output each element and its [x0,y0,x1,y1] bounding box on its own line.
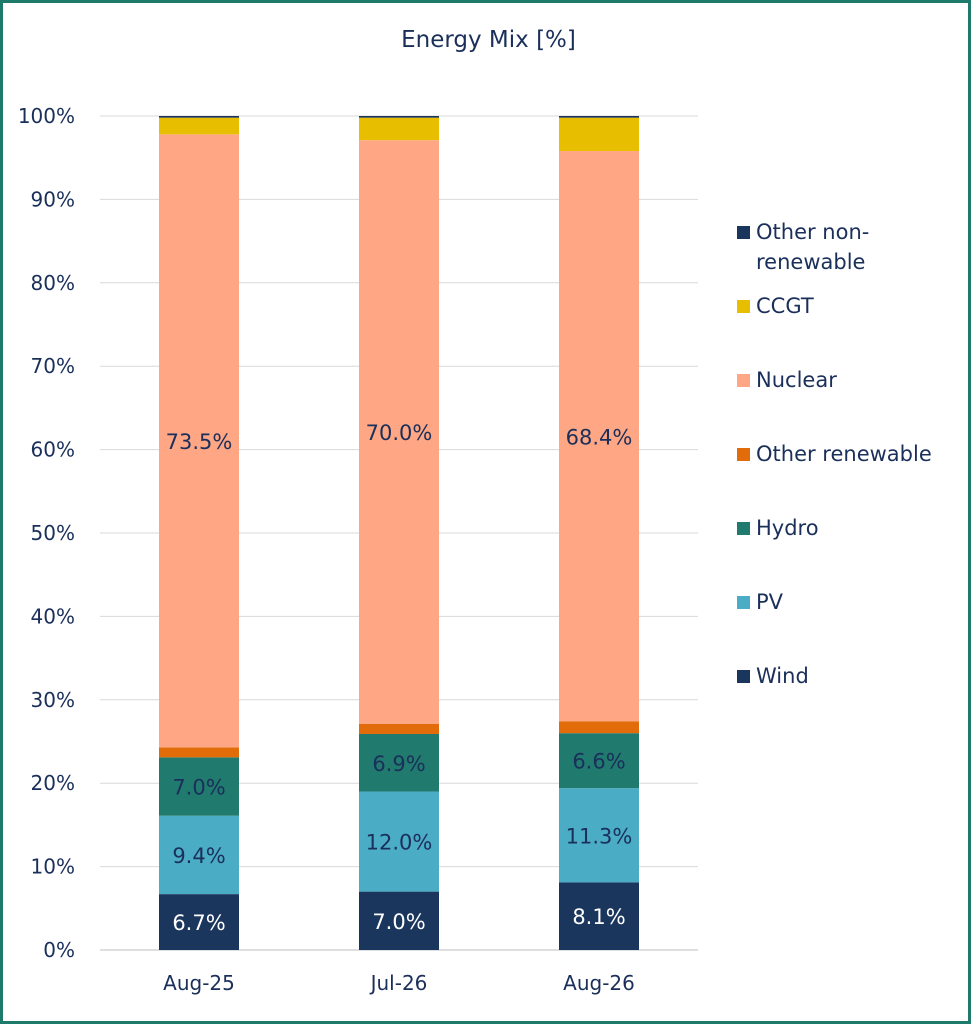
y-tick-label: 90% [31,187,75,211]
legend-item: Nuclear [737,365,956,395]
legend-label: PV [756,590,784,614]
y-tick-label: 80% [31,271,75,295]
chart-plot-area: 0% 10% 20% 30% 40% 50% 60% 70% 80% 90% 100% 6.7% 9.4… [18,104,698,995]
bar-segment-other-renewable [359,723,439,734]
data-label: 12.0% [366,831,433,855]
data-label: 73.5% [166,430,233,454]
bar-segment-nuclear [159,134,239,748]
bar-segment-hydro [559,733,639,789]
x-category-label: Jul-26 [369,971,428,995]
bar-segment-other-renewable [559,721,639,734]
bar-segment-other-non-renewable [559,116,639,118]
y-tick-label: 70% [31,354,75,378]
bar-segment-pv [559,788,639,883]
bar-segment-nuclear [359,140,439,724]
data-label: 68.4% [566,425,633,449]
legend-swatch [737,522,750,535]
bar-segment-hydro [359,733,439,792]
y-tick-label: 20% [31,771,75,795]
bar-segment-nuclear [559,151,639,722]
legend-swatch [737,596,750,609]
bar-segment-hydro [159,757,239,816]
bar-segment-ccgt [359,117,439,141]
y-tick-label: 30% [31,688,75,712]
bar-segment-pv [359,791,439,892]
data-label: 6.6% [572,750,625,774]
legend-item: Wind [737,661,956,691]
legend-swatch [737,300,750,313]
legend-label: Wind [756,664,809,688]
bar-segment-other-non-renewable [359,116,439,118]
bar-segment-wind [559,882,639,950]
chart-title: Energy Mix [%] [401,27,576,53]
x-category-label: Aug-25 [163,971,235,995]
bar-segment-ccgt [559,117,639,152]
y-tick-label: 10% [31,855,75,879]
legend-item: Hydro [737,513,956,543]
bar-segment-wind [359,891,439,950]
data-label: 8.1% [572,905,625,929]
legend-label: Hydro [756,516,819,540]
legend-item: CCGT [737,291,956,321]
bar-segment-pv [159,815,239,895]
y-tick-label: 0% [43,938,75,962]
legend-swatch [737,670,750,683]
data-label: 6.9% [372,752,425,776]
x-category-label: Aug-26 [563,971,635,995]
legend-item: Other non-renewable [737,217,881,277]
legend-item: PV [737,587,956,617]
legend-label: CCGT [756,294,814,318]
data-label: 7.0% [172,776,225,800]
legend-swatch [737,374,750,387]
y-tick-label: 50% [31,521,75,545]
legend-label: Other non-renewable [756,220,870,274]
legend-swatch [737,448,750,461]
y-tick-label: 100% [18,104,75,128]
bar-segment-ccgt [159,117,239,135]
data-label: 70.0% [366,421,433,445]
bar-segment-wind [159,894,239,950]
legend-swatch [737,226,750,239]
legend-label: Nuclear [756,368,837,392]
data-label: 9.4% [172,844,225,868]
bar-segment-other-non-renewable [159,116,239,118]
data-label: 7.0% [372,910,425,934]
data-label: 11.3% [566,824,633,848]
legend-label: Other renewable [756,442,932,466]
y-tick-label: 60% [31,438,75,462]
legend-item: Other renewable [737,439,956,469]
data-label: 6.7% [172,911,225,935]
bar-segment-other-renewable [159,747,239,758]
y-tick-label: 40% [31,604,75,628]
